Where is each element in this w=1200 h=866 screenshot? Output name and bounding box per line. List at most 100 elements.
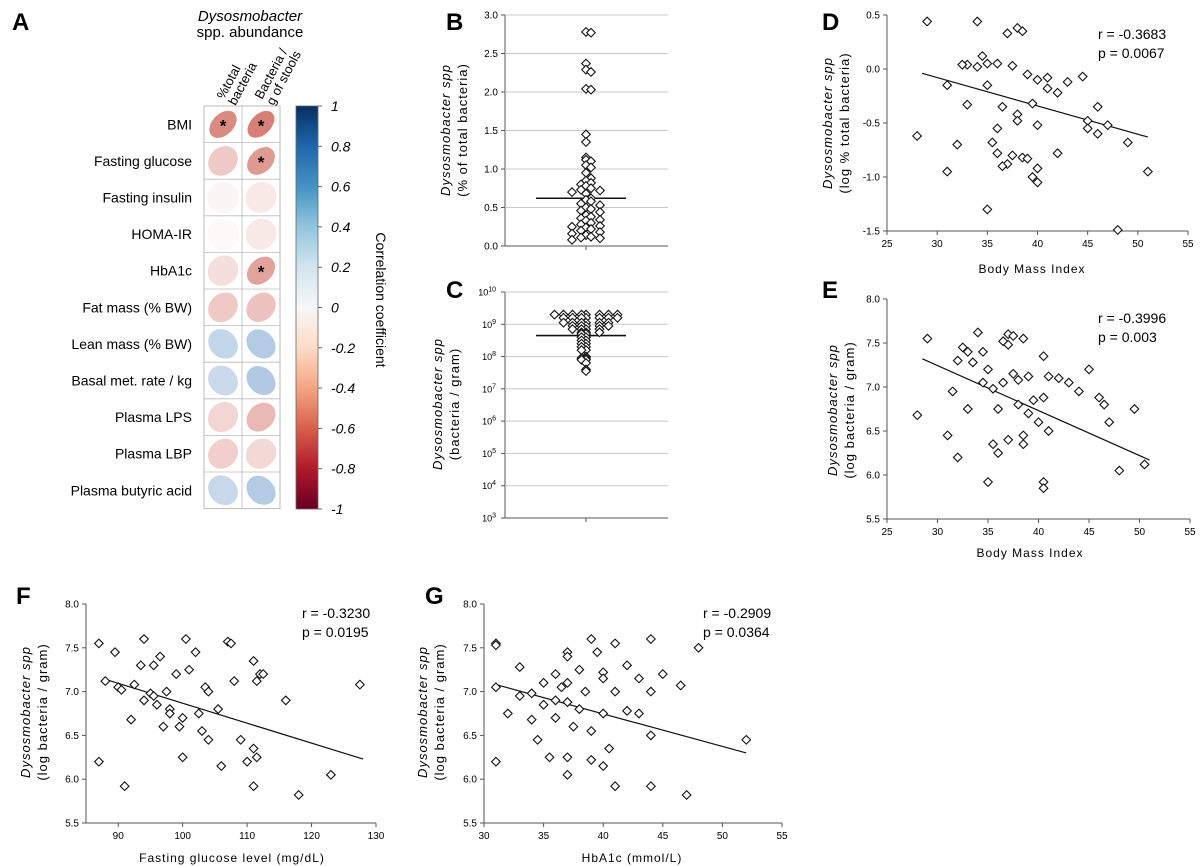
data-point: [155, 651, 166, 662]
panel-b-ylabel-species: Dysosmobacter spp: [438, 64, 453, 196]
x-tick-label: 30: [932, 239, 944, 250]
plot-b: 0.0 0.5 1.0 1.5 2.0 2.5 3.0: [484, 11, 668, 253]
data-point: [1023, 408, 1034, 419]
data-point: [610, 638, 621, 649]
data-point: [997, 161, 1008, 172]
x-tick-label: 50: [1134, 527, 1146, 538]
data-point: [1027, 171, 1038, 183]
y-tick-label: 5.5: [866, 515, 880, 526]
heatmap-ellipse: [246, 329, 276, 359]
data-point: [550, 712, 561, 723]
panel-e-ylabel-species: Dysosmobacter spp: [825, 344, 840, 476]
data-point: [213, 704, 224, 715]
data-point: [1017, 26, 1028, 37]
data-point: [1129, 403, 1140, 415]
heatmap-row-label: Fat mass (% BW): [82, 299, 192, 315]
panel-letter-d: D: [822, 9, 839, 36]
data-point: [1007, 60, 1018, 71]
data-point: [562, 769, 573, 780]
heatmap-row-labels: BMI Fasting glucose Fasting insulin HOMA-IR…: [71, 116, 193, 498]
data-point: [585, 231, 597, 242]
y-tick-label: 6.5: [65, 731, 79, 742]
panel-letter-e: E: [822, 277, 838, 304]
data-point: [633, 673, 645, 684]
panel-d-ylabel-unit: (log % total bacteria): [837, 52, 852, 193]
panel-e-ylabel-unit: (log bacteria / gram): [842, 341, 857, 478]
data-point: [741, 734, 752, 745]
x-tick-label: 25: [881, 239, 893, 250]
data-point: [193, 708, 204, 719]
panel-d-ylabel-species: Dysosmobacter spp: [820, 57, 835, 189]
data-point: [235, 734, 246, 745]
colorbar-tick-label: 1: [331, 98, 339, 114]
data-point: [982, 364, 994, 375]
data-point: [942, 430, 953, 441]
y-tick-label: 107: [482, 383, 496, 394]
data-point: [1013, 374, 1024, 386]
panel-f: F Dysosmobacter spp (log bacteria / gram…: [16, 583, 385, 865]
y-tick-label: 3.0: [484, 11, 498, 22]
data-point: [1003, 339, 1014, 350]
data-point: [982, 476, 994, 488]
heatmap-row-label: BMI: [167, 116, 192, 132]
x-tick-label: 30: [478, 831, 490, 842]
data-point: [1018, 333, 1029, 344]
colorbar-ticks: 1 0.8 0.6 0.4 0.2 0 -0.2 -0.4 -0.6 -0.8 -1: [318, 98, 355, 517]
data-point: [109, 647, 121, 658]
y-tick-label: 7.5: [866, 339, 880, 350]
data-point: [575, 184, 587, 195]
data-point: [1022, 69, 1033, 80]
data-point: [585, 162, 597, 173]
panel-g-xlabel: HbA1c (mmol/L): [582, 851, 683, 865]
data-point: [912, 130, 923, 142]
data-point: [562, 677, 573, 688]
data-point: [997, 101, 1008, 112]
y-tick-label: 105: [482, 448, 496, 459]
data-point: [567, 324, 578, 335]
data-point: [1042, 83, 1053, 94]
data-point: [1092, 128, 1103, 139]
data-point: [912, 410, 923, 421]
x-tick-label: 35: [982, 239, 994, 250]
panel-g: G Dysosmobacter spp (log bacteria / gram…: [415, 583, 788, 865]
colorbar-tick-label: 0.6: [331, 179, 351, 195]
data-point: [598, 760, 609, 772]
data-point: [977, 346, 989, 357]
x-tick-label: 50: [717, 831, 729, 842]
panel-f-ylabel-species: Dysosmobacter spp: [18, 646, 33, 778]
data-point: [1043, 425, 1054, 437]
panel-f-xlabel: Fasting glucose level (mg/dL): [139, 851, 325, 865]
x-tick-label: 30: [932, 527, 944, 538]
data-point: [174, 721, 185, 732]
data-point: [490, 640, 501, 651]
data-point: [514, 661, 525, 673]
significance-star: *: [220, 116, 227, 135]
data-point: [161, 686, 172, 697]
heatmap-ellipse: [245, 438, 277, 469]
data-point: [562, 697, 573, 708]
data-point: [598, 708, 609, 719]
heatmap-row-label: Plasma LPS: [115, 409, 192, 425]
data-point: [580, 64, 592, 75]
data-point: [502, 708, 513, 719]
heatmap-ellipse: [208, 475, 238, 506]
data-point: [575, 232, 587, 243]
heatmap-ellipse: [209, 110, 237, 138]
colorbar-tick-label: 0.8: [331, 138, 351, 154]
x-tick-label: 110: [239, 831, 255, 842]
data-point: [585, 84, 597, 95]
data-point: [550, 669, 561, 680]
data-point: [562, 651, 573, 662]
data-point: [1038, 351, 1049, 362]
x-tick-label: 90: [113, 831, 125, 842]
data-point: [1062, 76, 1073, 88]
heatmap-ellipse: [208, 146, 238, 176]
y-tick-label: 7.5: [65, 643, 79, 654]
x-tick-label: 40: [1032, 239, 1044, 250]
panel-e: E Dysosmobacter spp (log bacteria / gram…: [822, 277, 1196, 560]
regression-line: [105, 678, 364, 760]
heatmap-ellipse: [247, 147, 275, 175]
x-tick-label: 40: [1033, 527, 1045, 538]
data-point: [982, 80, 993, 91]
data-point: [962, 346, 973, 357]
